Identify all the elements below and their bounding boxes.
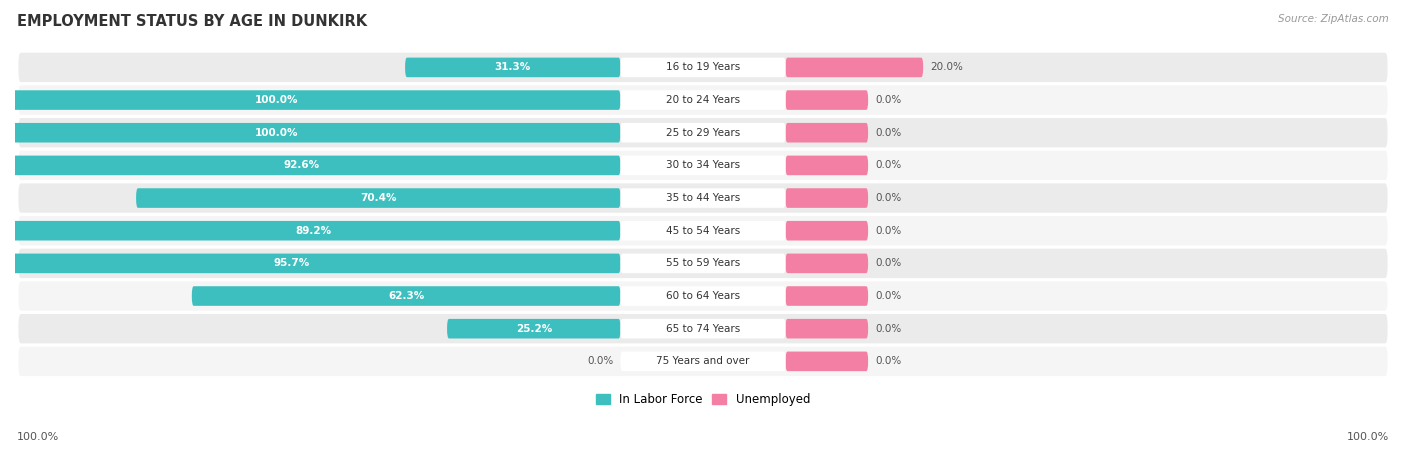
Text: 0.0%: 0.0% [875, 258, 901, 268]
FancyBboxPatch shape [136, 188, 620, 208]
Text: 0.0%: 0.0% [875, 193, 901, 203]
FancyBboxPatch shape [786, 156, 868, 175]
FancyBboxPatch shape [18, 151, 1388, 180]
Text: 31.3%: 31.3% [495, 62, 531, 73]
Text: 62.3%: 62.3% [388, 291, 425, 301]
Text: 25.2%: 25.2% [516, 324, 553, 334]
FancyBboxPatch shape [620, 319, 786, 339]
FancyBboxPatch shape [620, 58, 786, 77]
Text: 55 to 59 Years: 55 to 59 Years [666, 258, 740, 268]
Text: 0.0%: 0.0% [875, 226, 901, 236]
Text: 100.0%: 100.0% [254, 95, 298, 105]
FancyBboxPatch shape [0, 90, 620, 110]
FancyBboxPatch shape [620, 90, 786, 110]
FancyBboxPatch shape [786, 188, 868, 208]
Text: 95.7%: 95.7% [273, 258, 309, 268]
FancyBboxPatch shape [620, 188, 786, 208]
FancyBboxPatch shape [0, 156, 620, 175]
FancyBboxPatch shape [0, 123, 620, 143]
FancyBboxPatch shape [18, 184, 1388, 213]
Text: 92.6%: 92.6% [284, 161, 321, 170]
FancyBboxPatch shape [620, 156, 786, 175]
Text: 25 to 29 Years: 25 to 29 Years [666, 128, 740, 138]
Text: 0.0%: 0.0% [875, 128, 901, 138]
FancyBboxPatch shape [18, 53, 1388, 82]
FancyBboxPatch shape [786, 221, 868, 240]
FancyBboxPatch shape [620, 123, 786, 143]
Text: 0.0%: 0.0% [875, 324, 901, 334]
Text: 45 to 54 Years: 45 to 54 Years [666, 226, 740, 236]
FancyBboxPatch shape [0, 253, 620, 273]
Text: 100.0%: 100.0% [1347, 432, 1389, 442]
FancyBboxPatch shape [786, 351, 868, 371]
Text: 35 to 44 Years: 35 to 44 Years [666, 193, 740, 203]
FancyBboxPatch shape [447, 319, 620, 339]
FancyBboxPatch shape [786, 319, 868, 339]
FancyBboxPatch shape [18, 249, 1388, 278]
FancyBboxPatch shape [18, 85, 1388, 115]
FancyBboxPatch shape [620, 351, 786, 371]
FancyBboxPatch shape [18, 216, 1388, 245]
Text: 20 to 24 Years: 20 to 24 Years [666, 95, 740, 105]
Text: 16 to 19 Years: 16 to 19 Years [666, 62, 740, 73]
Text: 75 Years and over: 75 Years and over [657, 356, 749, 366]
FancyBboxPatch shape [786, 58, 924, 77]
Text: 65 to 74 Years: 65 to 74 Years [666, 324, 740, 334]
Text: 100.0%: 100.0% [254, 128, 298, 138]
Text: 30 to 34 Years: 30 to 34 Years [666, 161, 740, 170]
FancyBboxPatch shape [620, 221, 786, 240]
FancyBboxPatch shape [786, 90, 868, 110]
Text: 0.0%: 0.0% [875, 95, 901, 105]
FancyBboxPatch shape [620, 286, 786, 306]
FancyBboxPatch shape [786, 253, 868, 273]
Text: 70.4%: 70.4% [360, 193, 396, 203]
FancyBboxPatch shape [786, 123, 868, 143]
FancyBboxPatch shape [7, 221, 620, 240]
FancyBboxPatch shape [191, 286, 620, 306]
Legend: In Labor Force, Unemployed: In Labor Force, Unemployed [591, 388, 815, 411]
Text: 0.0%: 0.0% [875, 356, 901, 366]
Text: 100.0%: 100.0% [17, 432, 59, 442]
FancyBboxPatch shape [405, 58, 620, 77]
Text: 20.0%: 20.0% [929, 62, 963, 73]
FancyBboxPatch shape [18, 314, 1388, 343]
Text: 89.2%: 89.2% [295, 226, 332, 236]
FancyBboxPatch shape [620, 253, 786, 273]
FancyBboxPatch shape [18, 281, 1388, 311]
Text: 60 to 64 Years: 60 to 64 Years [666, 291, 740, 301]
FancyBboxPatch shape [786, 286, 868, 306]
Text: 0.0%: 0.0% [875, 161, 901, 170]
FancyBboxPatch shape [18, 347, 1388, 376]
Text: EMPLOYMENT STATUS BY AGE IN DUNKIRK: EMPLOYMENT STATUS BY AGE IN DUNKIRK [17, 14, 367, 28]
Text: Source: ZipAtlas.com: Source: ZipAtlas.com [1278, 14, 1389, 23]
FancyBboxPatch shape [18, 118, 1388, 147]
Text: 0.0%: 0.0% [875, 291, 901, 301]
Text: 0.0%: 0.0% [588, 356, 613, 366]
